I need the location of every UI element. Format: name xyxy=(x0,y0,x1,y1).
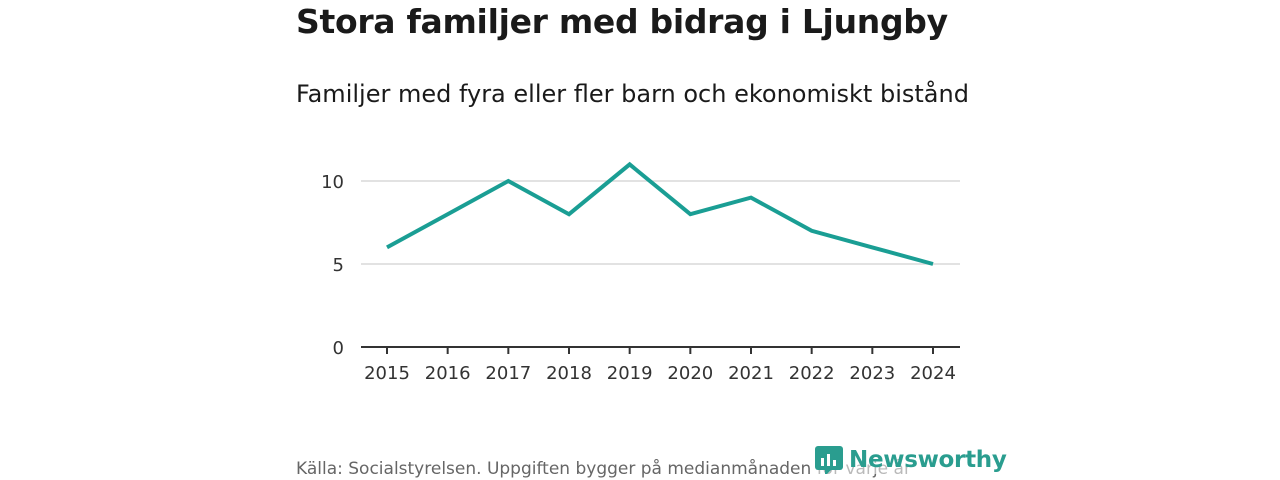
x-tick-label-2017: 2017 xyxy=(485,363,531,384)
newsworthy-logo: Newsworthy xyxy=(815,446,1007,474)
y-tick-label-5: 5 xyxy=(333,255,344,276)
x-tick-label-2022: 2022 xyxy=(789,363,835,384)
x-tick-label-2024: 2024 xyxy=(910,363,956,384)
newsworthy-logo-icon xyxy=(815,446,843,474)
chart-title: Stora familjer med bidrag i Ljungby xyxy=(296,2,948,41)
x-tick-label-2021: 2021 xyxy=(728,363,774,384)
x-tick-label-2016: 2016 xyxy=(425,363,471,384)
x-tick-label-2023: 2023 xyxy=(849,363,895,384)
x-tick-label-2015: 2015 xyxy=(364,363,410,384)
y-tick-label-10: 10 xyxy=(321,172,344,193)
x-tick-label-2019: 2019 xyxy=(607,363,653,384)
x-tick-label-2020: 2020 xyxy=(667,363,713,384)
chart-subtitle: Familjer med fyra eller fler barn och ek… xyxy=(296,80,969,108)
x-tick-label-2018: 2018 xyxy=(546,363,592,384)
line-chart: 0 5 10 2015 2016 2017 2018 2019 2020 2021 2022 2023… xyxy=(321,161,960,384)
source-note: Källa: Socialstyrelsen. Uppgiften bygger… xyxy=(296,459,911,479)
series-line-0 xyxy=(386,161,934,266)
logo-text: Newsworthy xyxy=(849,447,1007,473)
y-tick-label-0: 0 xyxy=(333,338,344,359)
